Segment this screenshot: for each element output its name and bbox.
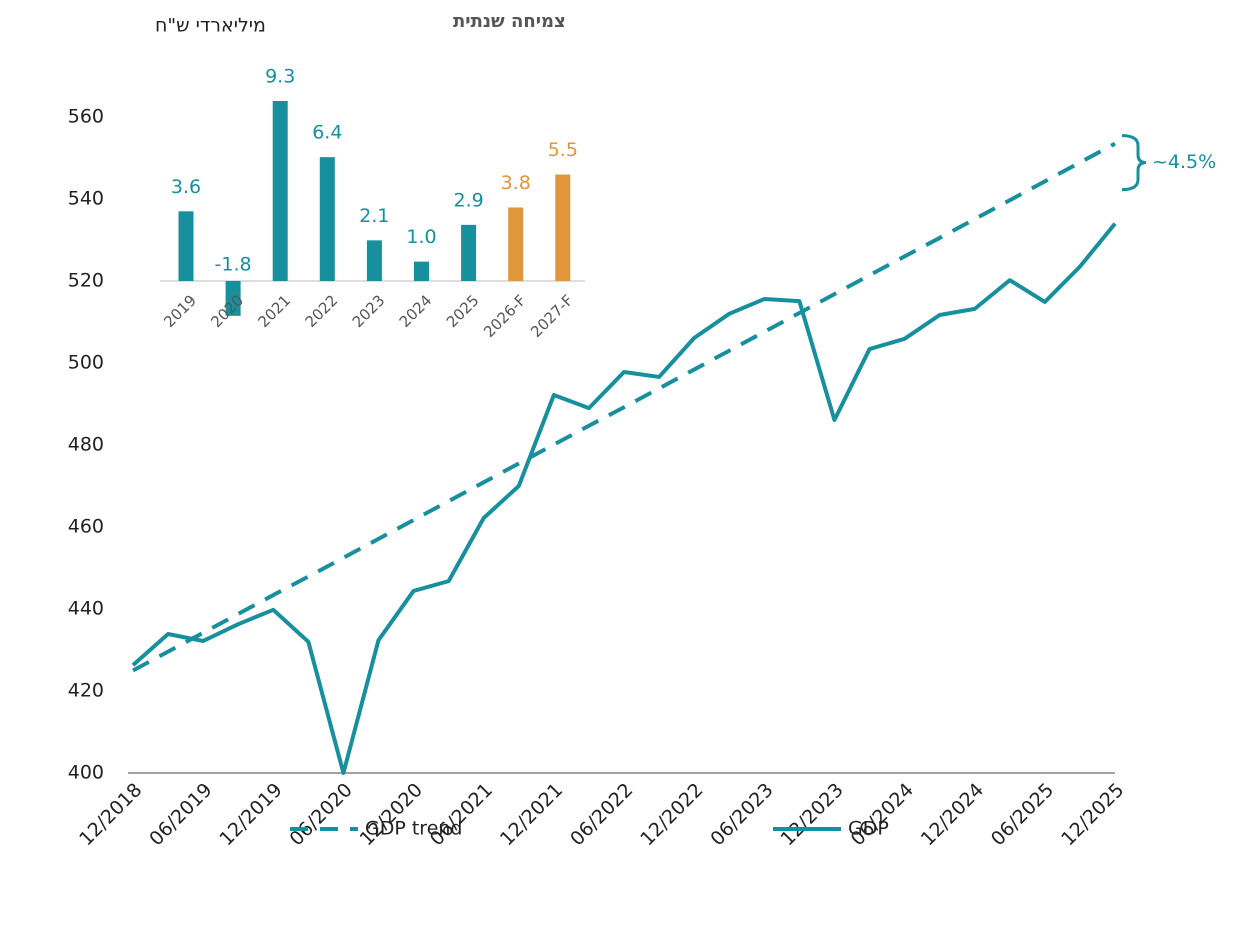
- bar-value-label: 3.6: [171, 176, 201, 198]
- x-tick-label: 12/2022: [636, 779, 707, 850]
- x-tick-label: 06/2025: [987, 779, 1058, 850]
- bar-value-label: 2.1: [359, 205, 389, 227]
- x-tick-label: 06/2019: [145, 779, 216, 850]
- x-tick-label: 06/2020: [285, 779, 356, 850]
- bar: [366, 240, 382, 281]
- x-tick-label: 12/2025: [1057, 779, 1128, 850]
- bar-category-label: 2021: [254, 291, 294, 331]
- bar-category-label: 2023: [349, 291, 389, 331]
- y-tick-label: 460: [68, 516, 104, 538]
- bar-value-label: 2.9: [453, 189, 483, 211]
- bar: [461, 224, 477, 281]
- y-tick-label: 420: [68, 680, 104, 702]
- bar-value-label: 5.5: [548, 139, 578, 161]
- bar-value-label: 1.0: [406, 226, 436, 248]
- bar-category-label: 2022: [302, 291, 342, 331]
- bar-value-label: 3.8: [501, 172, 531, 194]
- annotation: ~4.5%: [1152, 151, 1216, 173]
- legend-label: GDP trend: [365, 818, 463, 840]
- bar: [508, 207, 524, 281]
- bar: [319, 157, 335, 281]
- line-series: [131, 222, 1117, 775]
- y-tick-label: 440: [68, 598, 104, 620]
- x-tick-label: 06/2022: [566, 779, 637, 850]
- bar-category-label: 2020: [207, 291, 247, 331]
- y-tick-label: 560: [68, 106, 104, 128]
- y-axis-label: מיליארדי ש"ח: [155, 15, 266, 37]
- bar: [178, 211, 194, 281]
- legend-label: GDP: [848, 818, 889, 840]
- line-series: [132, 141, 1116, 673]
- y-tick-label: 400: [68, 762, 104, 784]
- bar-value-label: -1.8: [215, 254, 252, 276]
- x-tick-label: 12/2020: [356, 779, 427, 850]
- y-tick-label: 480: [68, 434, 104, 456]
- x-tick-label: 06/2021: [426, 779, 497, 850]
- bar: [225, 281, 241, 316]
- bar-value-label: 9.3: [265, 66, 295, 88]
- y-tick-label: 500: [68, 352, 104, 374]
- bar-value-label: 6.4: [312, 122, 342, 144]
- x-tick-label: 12/2024: [917, 779, 988, 850]
- x-tick-label: 12/2023: [776, 779, 847, 850]
- bar-category-label: 2027-F: [527, 291, 577, 341]
- x-tick-label: 12/2018: [75, 779, 146, 850]
- y-tick-label: 520: [68, 270, 104, 292]
- bracket: [1121, 134, 1147, 192]
- x-tick-label: 12/2021: [496, 779, 567, 850]
- bar-category-label: 2019: [160, 291, 200, 331]
- bar: [414, 261, 429, 281]
- bar-category-label: 2024: [396, 291, 436, 331]
- bar: [555, 174, 571, 281]
- x-tick-label: 12/2019: [215, 779, 286, 850]
- bar-category-label: 2026-F: [480, 291, 530, 341]
- y-tick-label: 540: [68, 188, 104, 210]
- bar-category-label: 2025: [443, 291, 483, 331]
- bar: [272, 101, 288, 281]
- inset-title: צמיחה שנתית: [453, 11, 566, 32]
- x-tick-label: 06/2024: [847, 779, 918, 850]
- x-tick-label: 06/2023: [706, 779, 777, 850]
